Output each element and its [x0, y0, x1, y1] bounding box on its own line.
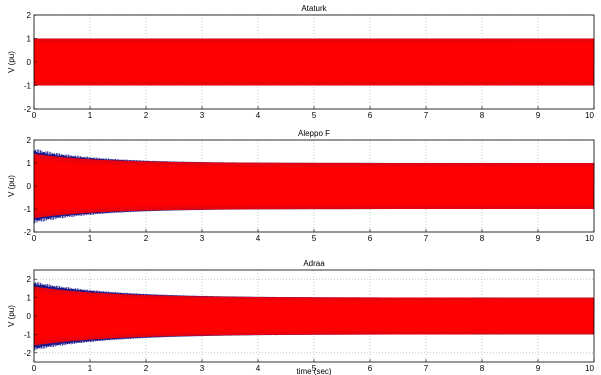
y-ticks: 2 1 0 -1 -2 [24, 275, 37, 358]
y-ticks: 2 1 0 -1 -2 [24, 136, 37, 237]
waveform [33, 282, 595, 351]
subplot-aleppo-f: 0 1 2 3 4 5 6 7 8 9 10 210-1-2 Aleppo F V (pu) [7, 129, 595, 243]
x-tick-label: 2 [144, 364, 149, 373]
y-tick-label: 2 [27, 136, 32, 145]
x-tick-label: 0 [32, 234, 37, 243]
plot-title: Aleppo F [298, 129, 330, 138]
y-tick-label: 0 [27, 312, 32, 321]
y-axis-label: V (pu) [7, 175, 16, 197]
y-tick-label: 2 [27, 11, 32, 20]
x-tick-label: 9 [536, 234, 541, 243]
x-tick-label: 7 [424, 364, 429, 373]
x-tick-label: 0 [32, 111, 37, 120]
x-tick-label: 5 [312, 364, 317, 373]
x-tick-label: 1 [88, 111, 93, 120]
x-axis-label: time (sec) [296, 367, 331, 375]
y-tick-label: -2 [24, 228, 32, 237]
x-tick-label: 9 [536, 111, 541, 120]
x-tick-label: 10 [585, 111, 594, 120]
x-tick-label: 1 [88, 234, 93, 243]
x-tick-label: 5 [312, 111, 317, 120]
subplot-adraa: 0 1 2 3 4 5 6 7 8 9 10 210-1-2 Adraa V (pu) time (… [7, 259, 595, 375]
x-tick-label: 0 [32, 364, 37, 373]
signal-series-line [33, 38, 595, 86]
plot-title: Adraa [303, 259, 325, 268]
y-tick-label: 1 [27, 294, 32, 303]
x-tick-label: 1 [88, 364, 93, 373]
x-tick-label: 4 [256, 234, 261, 243]
plot-title: Ataturk [301, 4, 327, 13]
y-axis-label: V (pu) [7, 51, 16, 73]
x-tick-label: 8 [480, 234, 485, 243]
x-tick-label: 10 [585, 234, 594, 243]
x-tick-label: 7 [424, 234, 429, 243]
x-tick-label: 8 [480, 364, 485, 373]
x-tick-label: 2 [144, 234, 149, 243]
x-tick-label: 10 [585, 364, 594, 373]
waveform [33, 149, 595, 224]
signal-series-line [33, 286, 595, 346]
x-tick-label: 7 [424, 111, 429, 120]
y-tick-label: -1 [24, 82, 32, 91]
x-ticks: 0 1 2 3 4 5 6 7 8 9 10 [32, 359, 595, 373]
x-tick-label: 4 [256, 364, 261, 373]
x-tick-label: 6 [368, 234, 373, 243]
y-ticks: 2 1 0 -1 -2 [24, 11, 37, 114]
waveform [33, 38, 595, 86]
x-ticks: 0 1 2 3 4 5 6 7 8 9 10 [32, 106, 595, 120]
x-tick-label: 3 [200, 111, 205, 120]
x-tick-label: 3 [200, 234, 205, 243]
y-tick-label: 1 [27, 35, 32, 44]
x-tick-label: 5 [312, 234, 317, 243]
y-tick-label: -2 [24, 105, 32, 114]
x-tick-label: 9 [536, 364, 541, 373]
y-tick-label: 1 [27, 159, 32, 168]
y-tick-label: -2 [24, 349, 32, 358]
y-axis-label: V (pu) [7, 305, 16, 327]
y-tick-label: 2 [27, 275, 32, 284]
signal-series-line [33, 153, 595, 219]
x-ticks: 0 1 2 3 4 5 6 7 8 9 10 [32, 229, 595, 243]
x-tick-label: 2 [144, 111, 149, 120]
x-tick-label: 3 [200, 364, 205, 373]
x-tick-label: 8 [480, 111, 485, 120]
x-tick-label: 4 [256, 111, 261, 120]
y-tick-label: 0 [27, 58, 32, 67]
y-tick-label: 0 [27, 182, 32, 191]
y-tick-label: -1 [24, 330, 32, 339]
subplot-ataturk: 0 1 2 3 4 5 6 7 8 9 10 210-1-2 Ataturk V (pu) [7, 4, 595, 120]
y-tick-label: -1 [24, 205, 32, 214]
x-tick-label: 6 [368, 111, 373, 120]
x-tick-label: 6 [368, 364, 373, 373]
